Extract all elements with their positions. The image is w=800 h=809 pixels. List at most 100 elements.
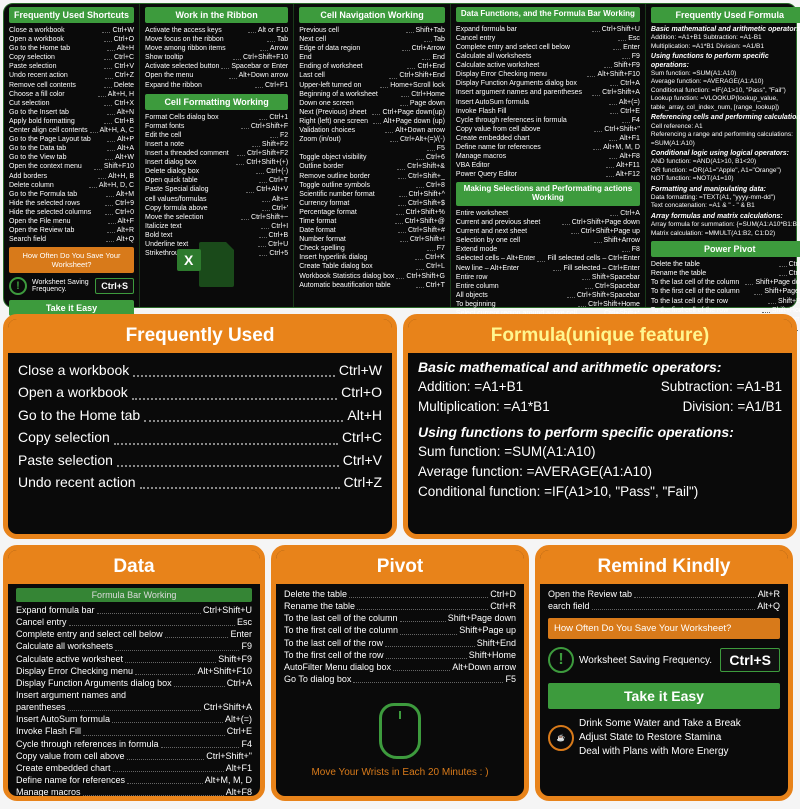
shortcut-row: Activate the access keys Alt or F10 <box>145 26 288 35</box>
shortcut-label: Format fonts <box>145 122 239 131</box>
shortcut-label: Open the menu <box>145 71 227 80</box>
mouse-caption: Move Your Wrists in Each 20 Minutes : ) <box>284 767 516 778</box>
shortcut-row: Define name for references Alt+M, M, D <box>456 143 640 152</box>
shortcut-row: VBA Editor Alt+F11 <box>456 161 640 170</box>
shortcut-label: Scientific number format <box>299 190 396 199</box>
shortcut-key: Alt or F10 <box>258 26 288 35</box>
shortcut-key: Alt+H, A, C <box>100 126 134 135</box>
shortcut-label: Right (left) one screen <box>299 117 371 126</box>
shortcut-key: Ctrl+Page down(up) <box>382 108 444 117</box>
shortcut-label: Open the context menu <box>9 162 92 171</box>
shortcut-key: Spacebar or Enter <box>231 62 288 71</box>
shortcut-label: Ending of worksheet <box>299 62 405 71</box>
take-it-easy-header: Take it Easy <box>548 683 780 709</box>
shortcut-key: Enter <box>623 43 640 52</box>
shortcut-key: Ctrl+C <box>114 53 134 62</box>
shortcut-key: Ctrl+Shift+Page down <box>572 218 640 227</box>
shortcut-row: Complete entry and select cell below Ent… <box>456 43 640 52</box>
shortcut-key: Shift+End <box>778 297 800 306</box>
shortcut-key: Ctrl+Z <box>115 71 134 80</box>
shortcut-key: Alt+H, H <box>108 90 134 99</box>
shortcut-label: Display Error Checking menu <box>16 665 133 677</box>
shortcut-label: Paste selection <box>18 449 113 471</box>
shortcut-key: Shift+Arrow <box>604 236 640 245</box>
col-ribbon-formatting: Work in the Ribbon Activate the access k… <box>140 4 294 307</box>
shortcut-key: Ctrl+Shift+& <box>407 162 445 171</box>
shortcut-key: Ctrl+Z <box>344 471 383 493</box>
shortcut-key: Shift+Spacebar <box>592 273 640 282</box>
shortcut-label: Cancel entry <box>16 616 67 628</box>
shortcut-row: Go to the Home tab Alt+H <box>9 44 134 53</box>
shortcut-label: Cycle through references in formula <box>16 738 159 750</box>
save-label: Worksheet Saving Frequency. <box>579 655 715 666</box>
shortcut-key: Alt+F11 <box>616 161 640 170</box>
shortcut-key: Ctrl+Shift+End <box>399 71 445 80</box>
shortcut-row: Last cell Ctrl+Shift+End <box>299 71 445 80</box>
shortcut-key: Esc <box>237 616 252 628</box>
shortcut-key: Ctrl+T <box>269 176 288 185</box>
shortcut-key: Ctrl+Shift+A <box>602 88 640 97</box>
shortcut-key: Alt+P <box>117 135 134 144</box>
shortcut-key: Alt+H, D, C <box>99 181 134 190</box>
shortcut-label: Edge of data region <box>299 44 399 53</box>
shortcut-label: Workbook Statistics dialog box <box>299 272 394 281</box>
shortcut-label: Complete entry and select cell below <box>16 628 163 640</box>
shortcut-label: Remove cell contents <box>9 81 102 90</box>
shortcut-key: Ctrl+Shift+Page up <box>581 227 640 236</box>
shortcut-key: Ctrl+Shift+G <box>406 272 445 281</box>
shortcut-row: Undo recent action Ctrl+Z <box>9 71 134 80</box>
shortcut-label: Center align cell contents <box>9 126 88 135</box>
shortcut-key: Shift+Page up <box>459 624 516 636</box>
shortcut-row: Format Cells dialog box Ctrl+1 <box>145 113 288 122</box>
shortcut-row: Time format Ctrl+Shift+@ <box>299 217 445 226</box>
ctrl-s-badge: Ctrl+S <box>720 648 780 672</box>
shortcut-key: Enter <box>230 628 252 640</box>
shortcut-label: Complete entry and select cell below <box>456 43 611 52</box>
shortcut-row: Entire row Shift+Spacebar <box>456 273 640 282</box>
shortcut-row: Current and next sheet Ctrl+Shift+Page u… <box>456 227 640 236</box>
shortcut-key: Fill selected – Ctrl+Enter <box>563 264 639 273</box>
shortcut-row: Remove cell contents Delete <box>9 81 134 90</box>
shortcut-key: Ctrl+X <box>114 99 134 108</box>
shortcut-row: Go to the Data tab Alt+A <box>9 144 134 153</box>
shortcut-row: Percentage format Ctrl+Shift+% <box>299 208 445 217</box>
shortcut-key: Ctrl+I <box>271 222 288 231</box>
shortcut-row: Go to the Formula tab Alt+M <box>9 190 134 199</box>
card-header: Data <box>8 550 260 584</box>
shortcut-key: Ctrl+B <box>114 117 134 126</box>
shortcut-row: earch field Alt+Q <box>548 600 780 612</box>
shortcut-key: F7 <box>437 244 445 253</box>
shortcut-key: Alt+F12 <box>616 170 640 179</box>
shortcut-label: Define name for references <box>16 774 125 786</box>
shortcut-row: Entire worksheet Ctrl+A <box>456 209 640 218</box>
shortcut-key: Ctrl+' <box>272 204 288 213</box>
shortcut-label: Calculate active worksheet <box>16 653 123 665</box>
shortcut-key: F5 <box>505 673 516 685</box>
shortcut-key: F4 <box>632 116 640 125</box>
save-prompt: How Often Do You Save Your Worksheet? <box>9 247 134 273</box>
shortcut-key: Alt+F11 <box>221 798 252 801</box>
shortcut-row: Insert AutoSum formula Alt+(=) <box>16 713 252 725</box>
shortcut-label: Paste selection <box>9 62 102 71</box>
shortcut-row: Go To dialog box F5 <box>284 673 516 685</box>
shortcut-label: Open the Review tab <box>9 226 105 235</box>
shortcut-label: Insert dialog box <box>145 158 234 167</box>
shortcut-label <box>299 144 425 153</box>
shortcut-label: Open a workbook <box>9 35 102 44</box>
shortcut-label: Italicize text <box>145 222 259 231</box>
shortcut-label: Zoom (in/out) <box>299 135 388 144</box>
shortcut-row: Create embedded chart Alt+F1 <box>456 134 640 143</box>
shortcut-label: Beginning of a worksheet <box>299 90 399 99</box>
shortcut-row: Hide the selected columns Ctrl+0 <box>9 208 134 217</box>
shortcut-row: Choose a fill color Alt+H, H <box>9 90 134 99</box>
shortcut-row: Manage macros Alt+F8 <box>16 786 252 798</box>
shortcut-row: Rename the table Ctrl+R <box>651 269 800 278</box>
shortcut-key: Alt+F1 <box>226 762 252 774</box>
shortcut-key: Alt+H <box>347 404 382 426</box>
shortcut-row: Display Function Arguments dialog box Ct… <box>456 79 640 88</box>
shortcut-row: Selected cells – Alt+Enter Fill selected… <box>456 254 640 263</box>
col-formula-pivot: Frequently Used Formula Basic mathematic… <box>646 4 800 307</box>
shortcut-label: Move among ribbon items <box>145 44 258 53</box>
shortcut-label: Selection by one cell <box>456 236 592 245</box>
shortcut-key: Alt+M, M, D <box>603 143 640 152</box>
